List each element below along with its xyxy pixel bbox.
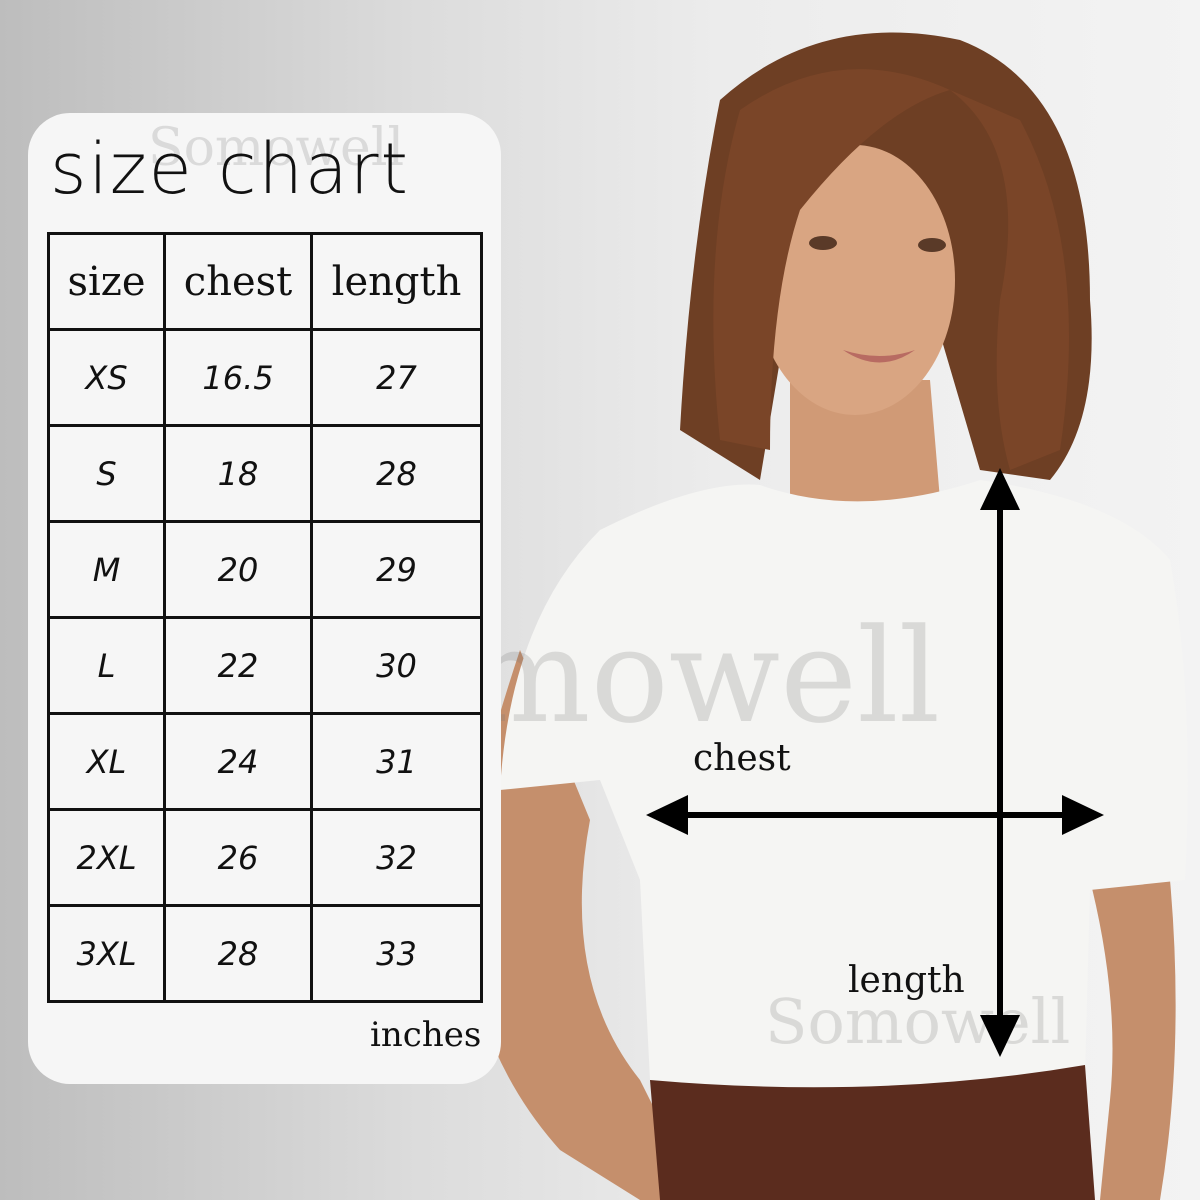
- table-row: 3XL 28 33: [46, 904, 483, 1003]
- cell-size: XS: [46, 328, 167, 427]
- cell-chest: 28: [163, 904, 314, 1003]
- chart-title: size chart: [50, 128, 410, 210]
- cell-length: 28: [310, 424, 483, 523]
- table-row: L 22 30: [46, 616, 483, 715]
- chest-label: chest: [693, 738, 791, 779]
- watermark: Somowell: [765, 985, 1071, 1058]
- cell-length: 30: [310, 616, 483, 715]
- watermark: Somowell: [148, 118, 405, 178]
- length-label: length: [848, 960, 965, 1001]
- units-label: inches: [370, 1015, 482, 1055]
- table-row: XS 16.5 27: [46, 328, 483, 427]
- cell-chest: 22: [163, 616, 314, 715]
- header-size: size: [46, 232, 167, 331]
- table-row: M 20 29: [46, 520, 483, 619]
- table-row: 2XL 26 32: [46, 808, 483, 907]
- cell-length: 33: [310, 904, 483, 1003]
- cell-size: M: [46, 520, 167, 619]
- chest-arrow: [646, 795, 1104, 835]
- header-chest: chest: [163, 232, 314, 331]
- cell-chest: 16.5: [163, 328, 314, 427]
- length-arrow: [980, 468, 1020, 1057]
- cell-size: L: [46, 616, 167, 715]
- cell-length: 29: [310, 520, 483, 619]
- table-header-row: size chest length: [46, 232, 483, 331]
- size-table: size chest length XS 16.5 27 S 18 28 M 20 29 L…: [46, 232, 483, 1003]
- cell-size: 2XL: [46, 808, 167, 907]
- cell-chest: 20: [163, 520, 314, 619]
- cell-length: 32: [310, 808, 483, 907]
- cell-size: S: [46, 424, 167, 523]
- cell-size: XL: [46, 712, 167, 811]
- cell-chest: 26: [163, 808, 314, 907]
- header-length: length: [310, 232, 483, 331]
- cell-size: 3XL: [46, 904, 167, 1003]
- table-row: S 18 28: [46, 424, 483, 523]
- cell-chest: 24: [163, 712, 314, 811]
- cell-length: 27: [310, 328, 483, 427]
- table-row: XL 24 31: [46, 712, 483, 811]
- cell-length: 31: [310, 712, 483, 811]
- cell-chest: 18: [163, 424, 314, 523]
